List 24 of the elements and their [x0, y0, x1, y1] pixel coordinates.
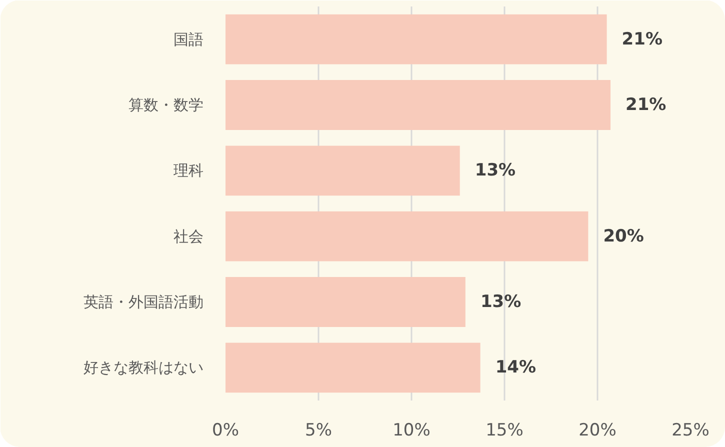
- data-label: 13%: [474, 160, 516, 181]
- x-tick-label: 0%: [212, 420, 239, 440]
- x-tick-label: 10%: [392, 420, 430, 440]
- x-tick-label: 25%: [672, 420, 710, 440]
- bar: [226, 146, 460, 196]
- bar: [226, 342, 480, 393]
- y-tick-label: 好きな教科はない: [84, 358, 204, 377]
- data-label: 20%: [603, 226, 644, 246]
- y-tick-label: 英語・外国語活動: [84, 293, 204, 311]
- data-label: 13%: [480, 292, 522, 312]
- bar: [226, 277, 466, 327]
- data-label: 21%: [626, 95, 666, 115]
- x-tick-label: 5%: [305, 420, 332, 440]
- bar: [226, 14, 607, 64]
- data-label: 14%: [495, 358, 536, 378]
- y-tick-label: 算数・数学: [128, 96, 204, 114]
- bar: [226, 211, 588, 262]
- x-tick-label: 20%: [578, 420, 616, 440]
- y-tick-label: 社会: [174, 227, 204, 246]
- data-label: 21%: [622, 29, 663, 50]
- x-tick-label: 15%: [486, 420, 524, 440]
- y-tick-label: 国語: [174, 30, 204, 48]
- y-tick-label: 理科: [174, 162, 204, 180]
- bar: [226, 80, 611, 130]
